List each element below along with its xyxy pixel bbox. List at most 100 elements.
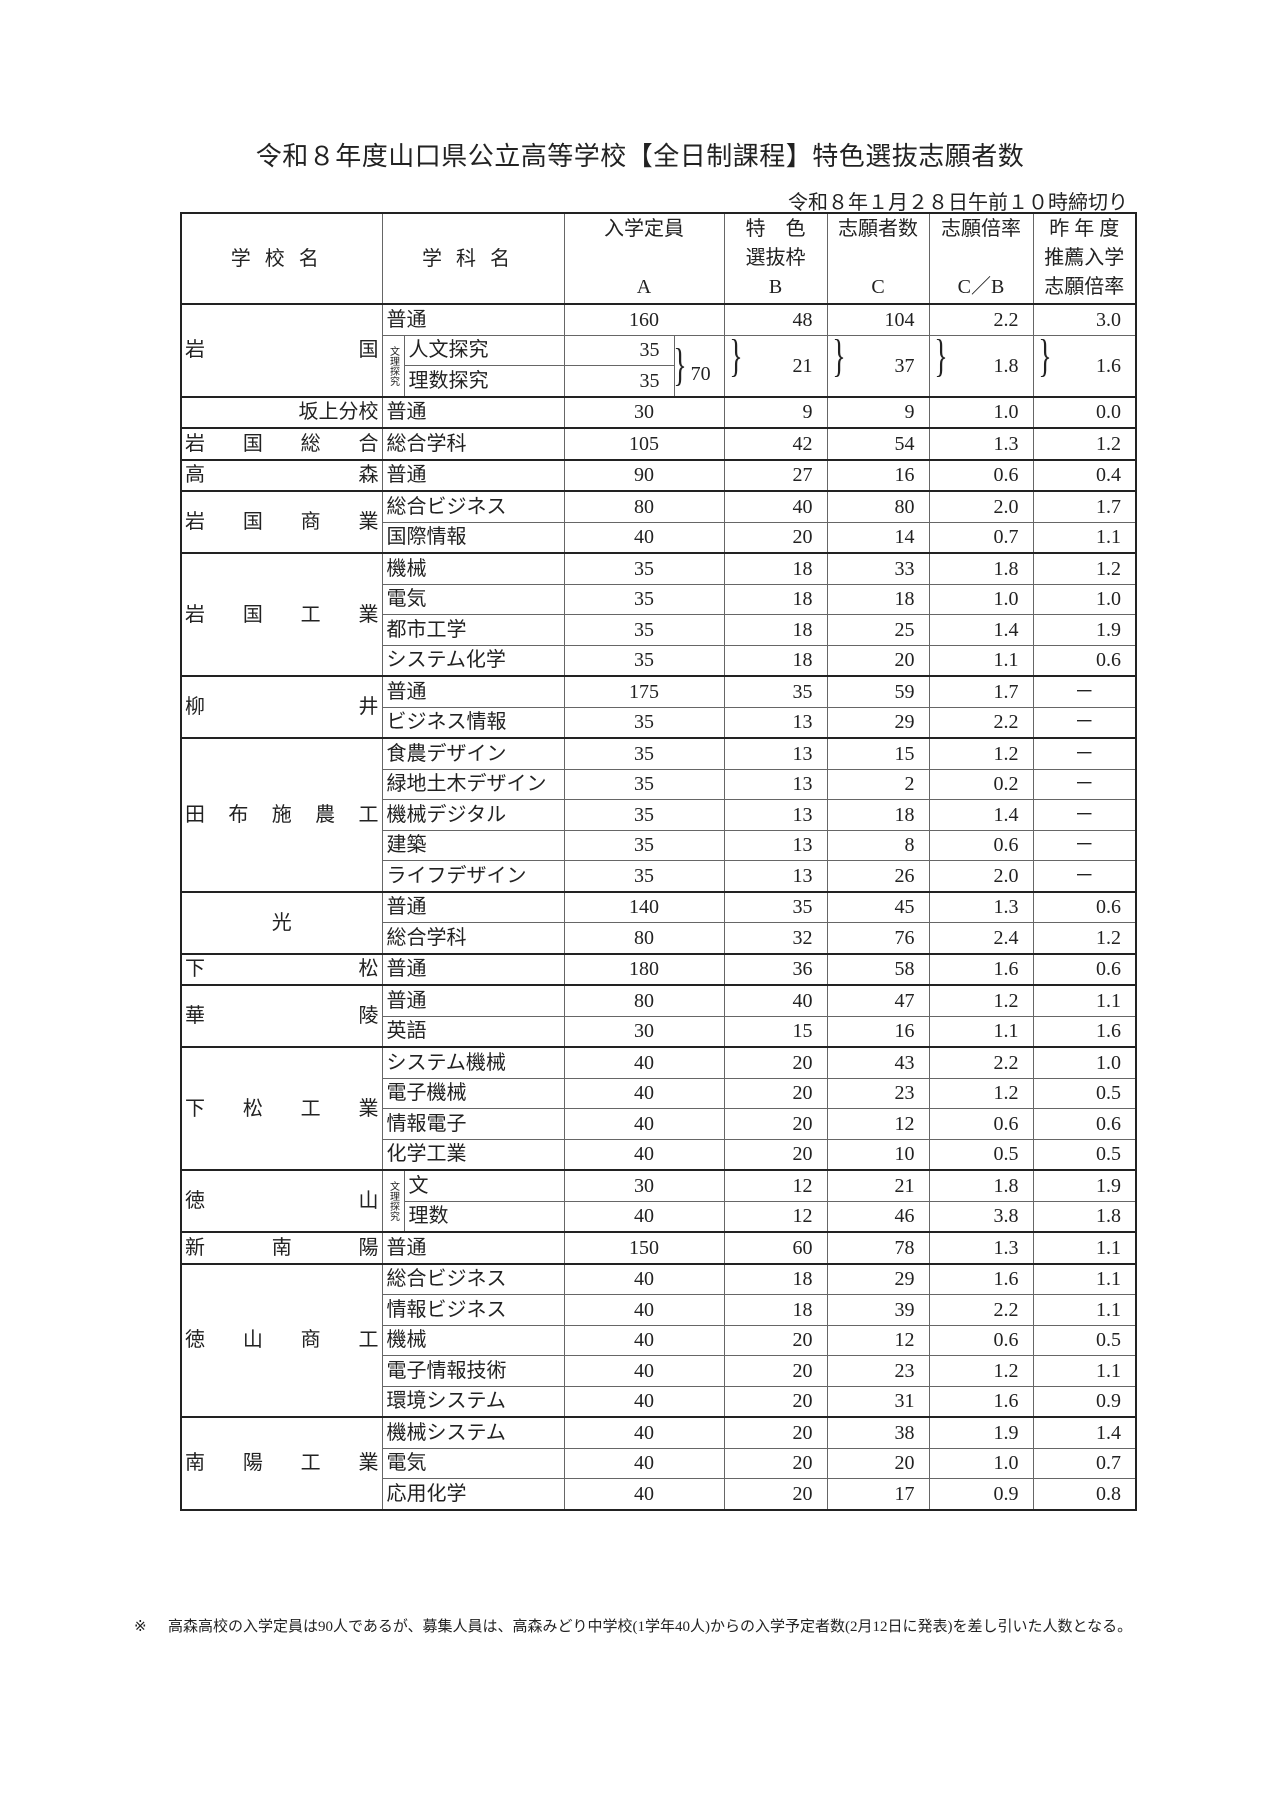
dept-name: システム化学	[381, 644, 565, 677]
ratio-cb: 1.4	[928, 799, 1034, 831]
bracket-icon: }	[674, 339, 687, 390]
prev-ratio: 1.9	[1032, 614, 1137, 646]
capacity-a: 30	[563, 1015, 725, 1048]
prev-ratio: －	[1032, 737, 1137, 770]
table-row: 都市工学 35 18 25 1.4 1.9	[181, 614, 1137, 646]
school-name: 柳井	[180, 675, 383, 739]
quota-b: 42	[723, 427, 828, 460]
quota-b: 13	[723, 737, 828, 770]
table-row: 国際情報 40 20 14 0.7 1.1	[181, 521, 1137, 554]
ratio-cb: 0.5	[928, 1138, 1034, 1171]
prev-ratio: 1.1	[1032, 1355, 1137, 1387]
dept-name: 食農デザイン	[381, 737, 565, 770]
prev-ratio: 0.5	[1032, 1077, 1137, 1109]
table-row: 光普通 140 35 45 1.3 0.6	[180, 890, 1137, 954]
applicants-c: 59	[826, 675, 930, 708]
prev-ratio: 1.1	[1032, 1294, 1137, 1326]
dept-name: 総合ビジネス	[381, 1262, 565, 1295]
applicants-c: 104	[826, 303, 930, 336]
table-row: 新南陽 普通 150 60 78 1.3 1.1	[180, 1231, 1137, 1264]
quota-b: } 21	[723, 334, 828, 397]
prev-ratio: －	[1032, 829, 1137, 861]
table-row: 理数探究 35	[181, 365, 1136, 397]
applicants-c: 20	[826, 644, 930, 677]
ratio-cb: 2.2	[928, 706, 1034, 739]
capacity-a: 80	[563, 490, 725, 523]
prev-ratio: 1.1	[1032, 1231, 1137, 1264]
quota-b: 18	[723, 552, 828, 585]
table-row: 電子機械 40 20 23 1.2 0.5	[181, 1077, 1137, 1109]
dept-name: 環境システム	[381, 1385, 565, 1418]
prev-ratio: } 1.6	[1032, 334, 1137, 397]
applicants-c: 47	[826, 984, 930, 1017]
applicants-c: 2	[826, 768, 930, 800]
prev-ratio: 1.6	[1032, 1015, 1137, 1048]
header-school: 学校名	[180, 212, 383, 305]
header-line: A	[636, 276, 652, 298]
table-row: システム化学 35 18 20 1.1 0.6	[181, 644, 1137, 677]
school-name: 新南陽	[180, 1231, 383, 1264]
ratio-cb: 1.2	[928, 1355, 1034, 1387]
prev-ratio: 1.4	[1032, 1416, 1137, 1449]
ratio-cb: 1.8	[928, 552, 1034, 585]
school-name: 徳山商工	[180, 1262, 383, 1418]
quota-b: 48	[723, 303, 828, 336]
table-row: 岩国 普通 160 48 104 2.2 3.0	[180, 303, 1137, 397]
capacity-a: 35	[563, 614, 725, 646]
quota-b: 20	[723, 1478, 828, 1510]
ratio-cb: 1.0	[928, 583, 1034, 615]
dept-name: 理数探究	[403, 365, 565, 397]
page-title: 令和８年度山口県公立高等学校【全日制課程】特色選抜志願者数	[255, 142, 1025, 171]
prev-ratio: 1.1	[1032, 1262, 1137, 1295]
prev-ratio: 3.0	[1032, 303, 1137, 336]
prev-ratio: 1.1	[1032, 521, 1137, 554]
ratio-cb: 1.1	[928, 644, 1034, 677]
school-name: 徳山	[180, 1169, 383, 1233]
table-row: 坂上分校 普通 30 9 9 1.0 0.0	[180, 395, 1137, 429]
ratio-cb: 1.2	[928, 1077, 1034, 1109]
table-row: 岩国工業 機械 35 18 33 1.8 1.2	[180, 552, 1137, 677]
prev-ratio: 0.6	[1032, 952, 1137, 986]
prev-ratio: 1.0	[1032, 1046, 1137, 1079]
header-line: 入学定員	[604, 218, 684, 240]
dept-name: 普通	[381, 1231, 565, 1264]
dept-name: 情報電子	[381, 1108, 565, 1140]
ratio-cb: 1.0	[928, 1447, 1034, 1479]
capacity-a: 40	[563, 1046, 725, 1079]
capacity-a: 35	[563, 365, 675, 397]
capacity-a: 40	[563, 1200, 725, 1233]
capacity-a: 160	[563, 303, 725, 336]
table-row: ビジネス情報 35 13 29 2.2 －	[181, 706, 1137, 739]
table-row: 理数 40 12 46 3.8 1.8	[181, 1200, 1137, 1233]
capacity-a: 140	[563, 890, 725, 923]
dept-name: 化学工業	[381, 1138, 565, 1171]
quota-b: 60	[723, 1231, 828, 1264]
table-row: 機械 40 20 12 0.6 0.5	[181, 1324, 1137, 1356]
capacity-a: 80	[563, 922, 725, 954]
table-row: 柳井 普通 175 35 59 1.7 －	[180, 675, 1137, 739]
applicants-c: 17	[826, 1478, 930, 1510]
dept-name: 機械システム	[381, 1416, 565, 1449]
ratio-cb: 0.6	[928, 1324, 1034, 1356]
table-row: 岩国商業 総合ビジネス 80 40 80 2.0 1.7	[180, 490, 1137, 554]
quota-b: 18	[723, 583, 828, 615]
header-capacity: 入学定員 A	[563, 212, 725, 305]
table-row: 南陽工業 機械システム 40 20 38 1.9 1.4	[180, 1416, 1137, 1510]
applicants-c: 25	[826, 614, 930, 646]
applicants-c: 38	[826, 1416, 930, 1449]
applicants-c: 8	[826, 829, 930, 861]
prev-ratio: 1.7	[1032, 490, 1137, 523]
table-row: 応用化学 40 20 17 0.9 0.8	[181, 1478, 1137, 1510]
applicants-c: 45	[826, 890, 930, 923]
quota-b: 13	[723, 706, 828, 739]
capacity-a: 35	[563, 860, 725, 892]
prev-ratio: 1.8	[1032, 1200, 1137, 1233]
quota-b: 40	[723, 490, 828, 523]
applicants-c: 33	[826, 552, 930, 585]
table-row: 華陵 普通 80 40 47 1.2 1.1	[180, 984, 1137, 1048]
capacity-a: 105	[563, 427, 725, 460]
quota-b: 18	[723, 1262, 828, 1295]
header-row: 学校名 学科名 入学定員 A 特 色選抜枠 B 志願者数 C 志願倍率 C／B 昨…	[180, 212, 1137, 305]
quota-b: 12	[723, 1169, 828, 1202]
applicants-c: 23	[826, 1077, 930, 1109]
